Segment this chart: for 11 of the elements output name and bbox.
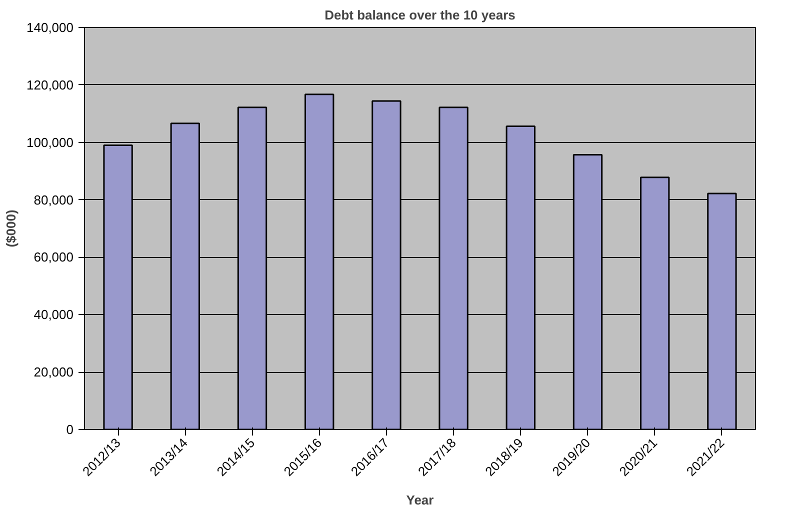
y-tick-label: 100,000 [26,134,74,150]
y-tick-label: 20,000 [34,364,74,380]
x-axis-title: Year [406,492,434,508]
y-axis-title: ($000) [4,210,19,248]
y-tick-label: 40,000 [34,307,74,322]
chart-title: Debt balance over the 10 years [324,8,516,22]
y-tick-label: 140,000 [26,20,74,35]
y-tick-label: 120,000 [26,77,74,92]
y-tick-label: 80,000 [34,192,74,208]
y-tick-label: 0 [66,422,74,437]
y-tick-label: 60,000 [34,250,74,265]
